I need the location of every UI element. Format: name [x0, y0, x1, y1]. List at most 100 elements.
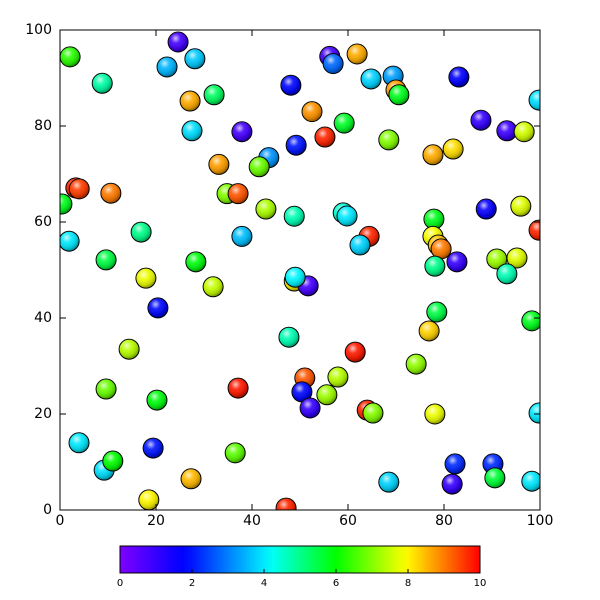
- point-shading: [510, 196, 531, 217]
- point-shading: [345, 342, 366, 363]
- point-shading: [208, 154, 229, 175]
- point-shading: [521, 310, 540, 331]
- point-shading: [443, 139, 464, 160]
- point-shading: [60, 46, 81, 67]
- point-shading: [231, 121, 252, 142]
- point-shading: [484, 467, 505, 488]
- point-shading: [506, 248, 527, 268]
- point-shading: [323, 53, 344, 74]
- point-shading: [276, 498, 297, 510]
- point-shading: [514, 121, 535, 142]
- point-shading: [361, 68, 382, 89]
- colorbar-tick-label: 8: [405, 578, 411, 589]
- point-shading: [96, 249, 117, 270]
- point-shading: [327, 367, 348, 388]
- point-shading: [278, 327, 299, 348]
- y-tick-label: 40: [34, 310, 52, 326]
- colorbar-tick-label: 0: [117, 578, 123, 589]
- point-shading: [180, 91, 201, 112]
- point-shading: [347, 44, 368, 64]
- point-shading: [291, 381, 312, 402]
- point-shading: [314, 127, 335, 148]
- y-tick-label: 100: [25, 22, 52, 38]
- x-tick-label: 0: [56, 513, 65, 529]
- point-shading: [228, 183, 249, 204]
- point-shading: [388, 84, 409, 105]
- point-shading: [286, 135, 307, 156]
- x-tick-label: 40: [243, 513, 261, 529]
- point-shading: [350, 235, 370, 256]
- colorbar-tick-label: 4: [261, 578, 267, 589]
- point-shading: [442, 474, 463, 495]
- point-shading: [337, 206, 358, 226]
- point-shading: [496, 120, 517, 141]
- y-tick-label: 20: [34, 406, 52, 422]
- colorbar: [119, 545, 481, 574]
- point-shading: [60, 231, 80, 252]
- point-shading: [448, 67, 469, 88]
- colorbar-tick-label: 10: [474, 578, 487, 589]
- point-shading: [255, 199, 276, 220]
- point-shading: [249, 156, 270, 177]
- point-shading: [228, 378, 249, 399]
- point-shading: [422, 144, 443, 165]
- point-shading: [419, 320, 440, 341]
- colorbar-tick-label: 6: [333, 578, 339, 589]
- point-shading: [362, 403, 383, 424]
- point-shading: [131, 222, 152, 243]
- point-shading: [423, 209, 444, 230]
- point-shading: [300, 398, 321, 418]
- point-shading: [316, 384, 337, 405]
- y-tick-label: 0: [43, 502, 52, 518]
- point-shading: [529, 90, 540, 111]
- point-shading: [168, 32, 189, 52]
- point-shading: [69, 178, 90, 199]
- point-shading: [280, 75, 301, 96]
- plot-frame: [59, 29, 541, 511]
- point-shading: [445, 453, 466, 474]
- point-shading: [426, 302, 447, 322]
- point-shading: [182, 120, 202, 141]
- colorbar-tick-label: 2: [189, 578, 195, 589]
- point-shading: [334, 113, 355, 134]
- point-shading: [424, 404, 445, 424]
- point-shading: [476, 199, 497, 220]
- point-shading: [96, 379, 117, 400]
- point-shading: [138, 489, 159, 510]
- point-shading: [529, 220, 540, 241]
- point-shading: [424, 256, 445, 277]
- point-shading: [102, 451, 123, 472]
- point-shading: [147, 297, 168, 318]
- point-shading: [431, 238, 452, 259]
- point-shading: [157, 56, 178, 77]
- point-shading: [181, 468, 202, 489]
- point-shading: [185, 251, 206, 272]
- y-tick-label: 80: [34, 118, 52, 134]
- point-shading: [284, 206, 305, 227]
- x-tick-label: 60: [339, 513, 357, 529]
- point-shading: [100, 183, 121, 204]
- point-shading: [184, 48, 205, 69]
- point-shading: [529, 403, 540, 424]
- point-shading: [496, 263, 517, 284]
- points: [60, 31, 540, 510]
- point-shading: [470, 110, 491, 131]
- point-shading: [69, 432, 90, 453]
- point-shading: [135, 268, 156, 289]
- point-shading: [486, 248, 507, 269]
- point-shading: [231, 226, 252, 247]
- point-shading: [406, 354, 427, 375]
- point-shading: [225, 442, 246, 463]
- point-shading: [302, 101, 322, 122]
- point-shading: [146, 390, 167, 411]
- y-tick-label: 60: [34, 214, 52, 230]
- point-shading: [60, 194, 72, 214]
- point-shading: [119, 339, 140, 360]
- point-shading: [521, 471, 540, 492]
- x-tick-label: 80: [435, 513, 453, 529]
- x-tick-label: 100: [527, 513, 554, 529]
- point-shading: [203, 276, 224, 297]
- point-shading: [143, 438, 164, 459]
